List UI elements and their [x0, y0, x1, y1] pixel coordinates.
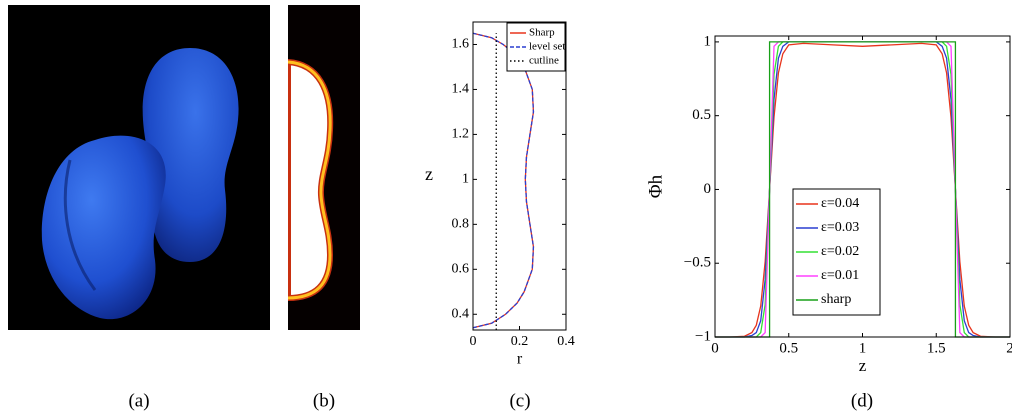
x-axis-label: z [859, 356, 867, 375]
y-tick-label: 1.2 [452, 127, 470, 142]
y-tick-label: 1.6 [452, 37, 470, 52]
series-line [473, 32, 535, 329]
x-tick-label: 0.5 [779, 340, 798, 356]
x-tick-label: 1 [859, 340, 867, 356]
y-tick-label: 1.4 [452, 82, 470, 97]
series-line [473, 32, 535, 329]
y-tick-label: 0.8 [452, 217, 470, 232]
series-line [715, 42, 1010, 338]
legend-label: cutline [529, 55, 559, 67]
y-tick-label: 0 [704, 181, 712, 197]
caption: (b) [313, 390, 335, 411]
slice-shape [285, 58, 334, 302]
x-tick-label: 2 [1006, 340, 1012, 356]
y-tick-label: −0.5 [684, 255, 711, 271]
y-tick-label: 0.6 [452, 262, 470, 277]
caption: (d) [851, 390, 873, 411]
y-tick-label: 0.5 [692, 107, 711, 123]
x-tick-label: 0 [470, 334, 477, 349]
legend-label: level set [529, 41, 565, 53]
legend-label: ε=0.04 [821, 196, 859, 211]
y-axis-label: Φh [645, 174, 666, 198]
slice-cut [282, 5, 288, 330]
legend-label: ε=0.02 [821, 244, 859, 259]
x-tick-label: 0 [711, 340, 719, 356]
blob-right [142, 48, 239, 262]
slice-edge [287, 60, 332, 300]
x-tick-label: 0.2 [511, 334, 529, 349]
y-tick-label: 1 [704, 33, 712, 49]
caption: (c) [509, 390, 530, 411]
legend-label: ε=0.03 [821, 220, 859, 235]
blob-left [41, 135, 166, 320]
legend-label: Sharp [529, 27, 555, 39]
x-tick-label: 1.5 [927, 340, 946, 356]
caption: (a) [128, 390, 149, 411]
blob-rim [63, 159, 97, 291]
y-tick-label: 0.4 [452, 306, 470, 321]
legend-label: sharp [821, 292, 851, 307]
y-axis-label: z [425, 164, 433, 184]
y-tick-label: 1 [462, 172, 469, 187]
x-axis-label: r [517, 351, 523, 368]
x-tick-label: 0.4 [557, 334, 575, 349]
y-tick-label: −1 [695, 328, 711, 344]
legend-label: ε=0.01 [821, 268, 859, 283]
